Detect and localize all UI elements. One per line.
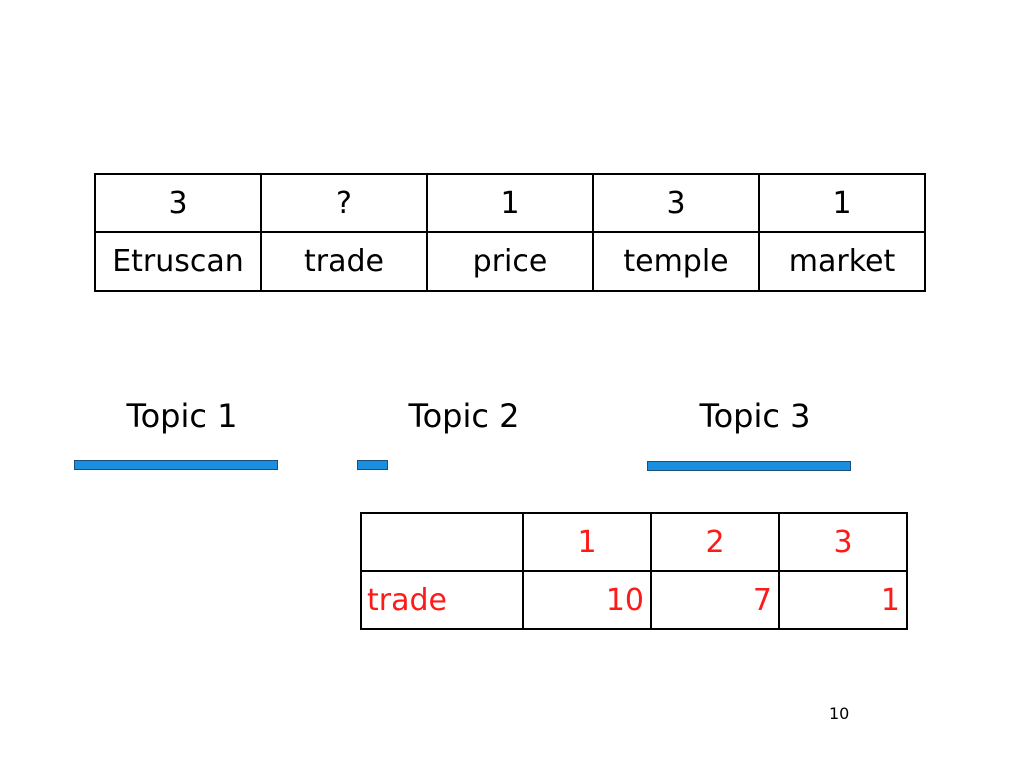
topic-3-bar [647, 461, 851, 471]
assignment-cell: 1 [758, 173, 926, 233]
count-data-row: trade 10 7 1 [360, 570, 908, 630]
topic-1-bar [74, 460, 278, 470]
word-cell: price [426, 231, 594, 292]
count-header-row: 1 2 3 [360, 512, 908, 572]
assignment-cell: 1 [426, 173, 594, 233]
topic-2-label: Topic 2 [408, 397, 520, 435]
count-value-cell: 7 [650, 570, 780, 630]
word-cell: temple [592, 231, 760, 292]
count-value-cell: 1 [778, 570, 908, 630]
count-header-cell: 1 [522, 512, 652, 572]
word-cell: trade [260, 231, 428, 292]
assignment-cell: 3 [94, 173, 262, 233]
word-cell: Etruscan [94, 231, 262, 292]
topic-1-label: Topic 1 [126, 397, 238, 435]
word-row: Etruscan trade price temple market [94, 231, 926, 292]
count-value-cell: 10 [522, 570, 652, 630]
count-header-cell: 2 [650, 512, 780, 572]
word-cell: market [758, 231, 926, 292]
word-topic-assignment-table: 3 ? 1 3 1 Etruscan trade price temple ma… [94, 173, 926, 292]
count-header-cell [360, 512, 524, 572]
page-number: 10 [829, 704, 850, 723]
assignment-cell: ? [260, 173, 428, 233]
topic-assignment-row: 3 ? 1 3 1 [94, 173, 926, 233]
count-row-label: trade [360, 570, 524, 630]
assignment-cell: 3 [592, 173, 760, 233]
word-topic-count-table: 1 2 3 trade 10 7 1 [360, 512, 908, 630]
count-header-cell: 3 [778, 512, 908, 572]
topic-2-bar [357, 460, 388, 470]
topic-3-label: Topic 3 [699, 397, 811, 435]
